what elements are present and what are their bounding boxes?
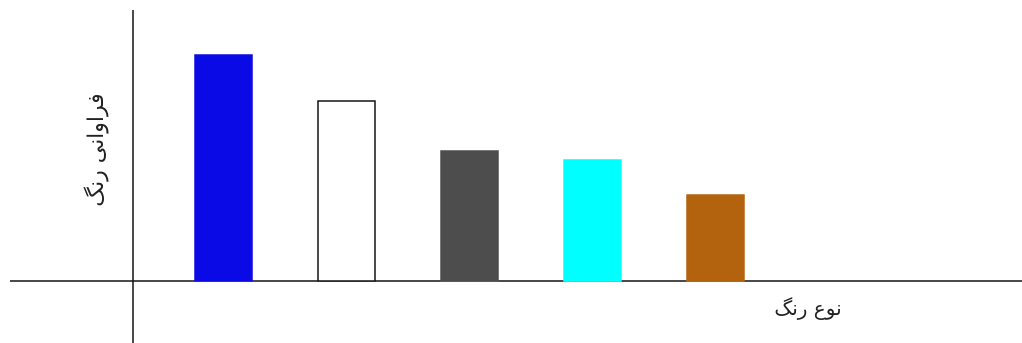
bar-2 xyxy=(317,100,376,282)
y-axis-label: فراوانی رنگ xyxy=(83,93,109,206)
bar-5 xyxy=(686,194,745,282)
bars xyxy=(194,54,745,282)
x-axis-label: نوع رنگ xyxy=(774,296,841,320)
axes xyxy=(10,10,1022,343)
bar-1 xyxy=(194,54,253,282)
bar-4 xyxy=(563,159,622,282)
bar-3 xyxy=(440,150,499,282)
